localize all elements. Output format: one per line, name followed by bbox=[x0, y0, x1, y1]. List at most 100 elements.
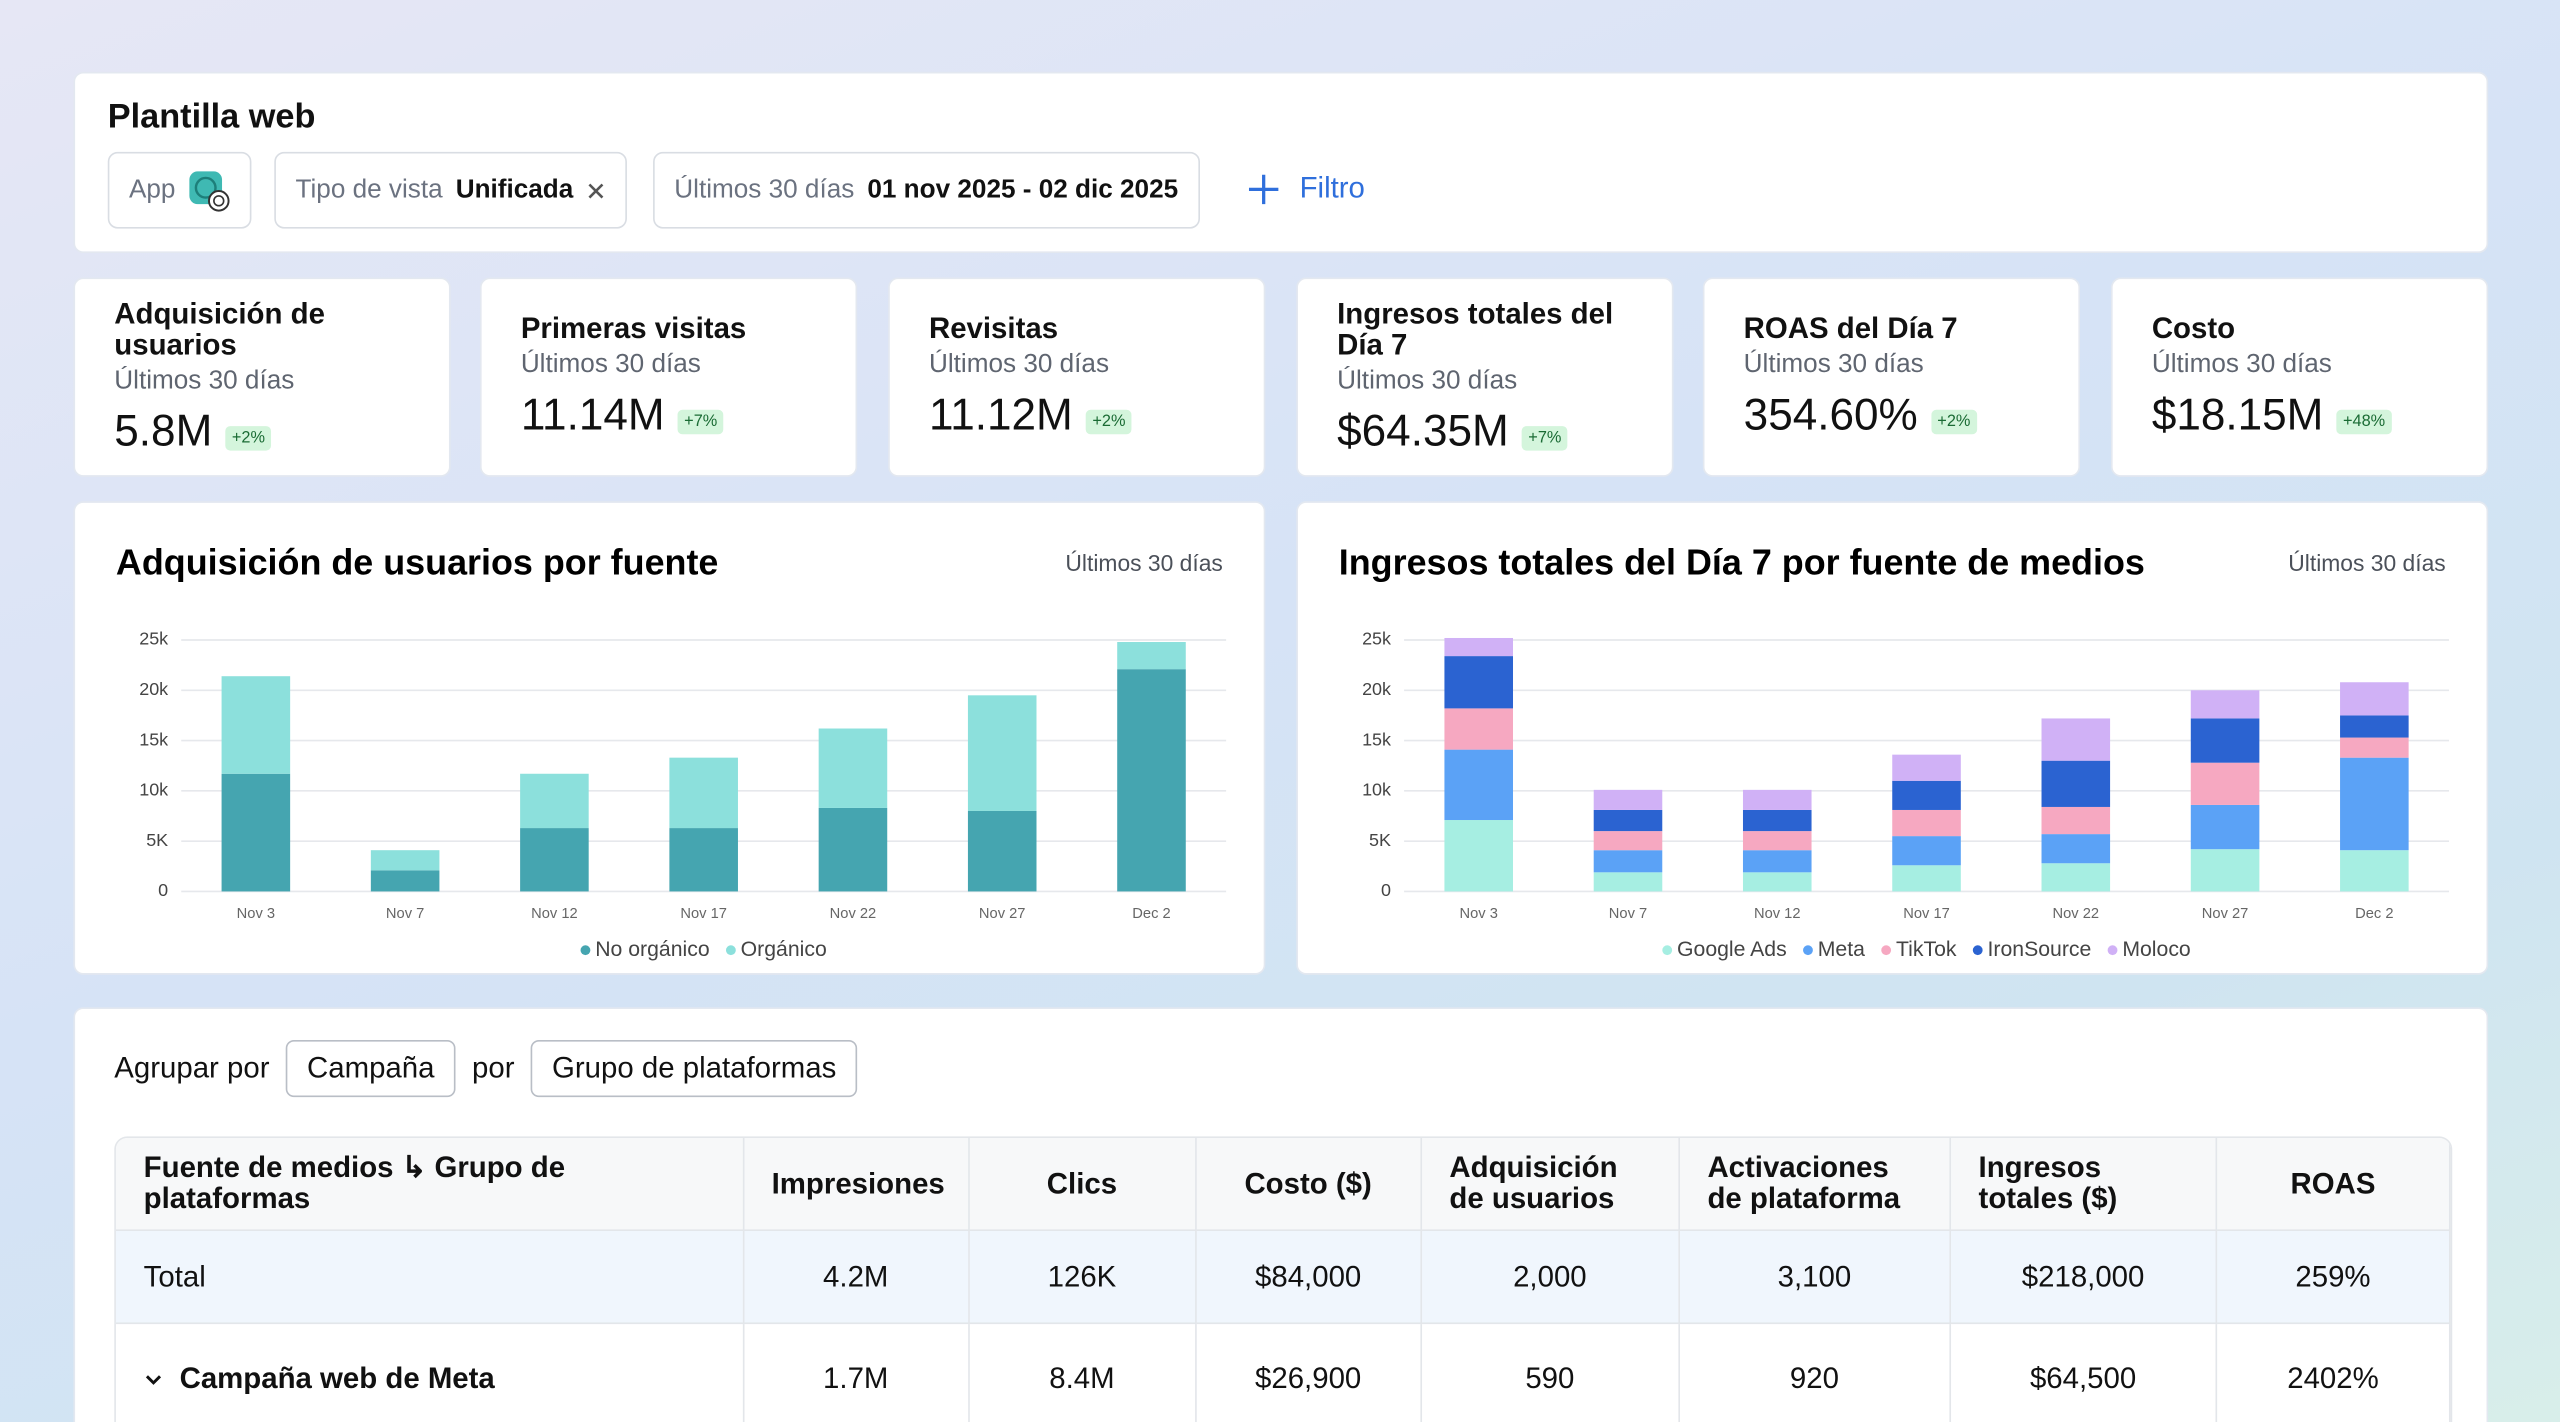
column-header[interactable]: Costo ($) bbox=[1195, 1137, 1422, 1232]
x-tick-label: Nov 12 bbox=[531, 906, 578, 922]
total-row: Total 4.2M 126K $84,000 2,000 3,100 $218,000 25… bbox=[115, 1230, 2451, 1325]
cell-text: 4.2M bbox=[823, 1259, 889, 1293]
kpi-value: 5.8M bbox=[114, 405, 213, 455]
group-primary[interactable]: Campaña bbox=[285, 1040, 456, 1098]
legend-swatch bbox=[725, 945, 736, 956]
cell-text: $84,000 bbox=[1255, 1259, 1362, 1293]
legend-label: Orgánico bbox=[741, 938, 827, 961]
chart: Ingresos totales del Día 7 por fuente de… bbox=[1339, 541, 2449, 961]
legend-swatch bbox=[2107, 945, 2118, 956]
filter-chip[interactable]: Últimos 30 días 01 nov 2025 - 02 dic 202… bbox=[653, 151, 1200, 229]
chevron bbox=[145, 1374, 162, 1385]
kpi-change: +2% bbox=[225, 425, 272, 450]
column-header[interactable]: ROAS bbox=[2216, 1137, 2451, 1232]
kpi-value-row: $64.35M +7% bbox=[1337, 406, 1633, 457]
cell-text: $26,900 bbox=[1255, 1360, 1362, 1394]
chart-card: Ingresos totales del Día 7 por fuente de… bbox=[1296, 501, 2489, 975]
bar-segment bbox=[370, 870, 440, 892]
column-header[interactable]: Clics bbox=[968, 1137, 1197, 1232]
kpi-value: $18.15M bbox=[2151, 390, 2324, 440]
bar-segment bbox=[1593, 831, 1663, 851]
cell-text: 920 bbox=[1789, 1360, 1839, 1394]
filter-value: Unificada bbox=[455, 175, 574, 204]
chart-subtitle: Últimos 30 días bbox=[2288, 550, 2445, 576]
y-tick-label: 20k bbox=[1362, 679, 1391, 699]
column-header[interactable]: Ingresos totales ($) bbox=[1949, 1137, 2217, 1232]
chart-title: Adquisición de usuarios por fuente bbox=[116, 541, 718, 582]
bar-segment bbox=[520, 773, 589, 829]
cell-text: 3,100 bbox=[1777, 1259, 1852, 1293]
filter-label: Tipo de vista bbox=[295, 175, 443, 204]
bar-segment bbox=[1892, 865, 1961, 892]
cell: 2,000 bbox=[1420, 1230, 1680, 1325]
cell: $84,000 bbox=[1195, 1230, 1422, 1325]
kpi-value-row: 11.12M +2% bbox=[929, 390, 1225, 441]
column-header[interactable]: Activaciones de plataforma bbox=[1678, 1137, 1951, 1232]
page-title: Plantilla web bbox=[107, 97, 316, 136]
cell: 3,100 bbox=[1678, 1230, 1951, 1325]
x-tick-label: Nov 3 bbox=[237, 906, 275, 922]
cell: $26,900 bbox=[1195, 1323, 1422, 1422]
bar-segment bbox=[1593, 872, 1663, 892]
bar-segment bbox=[1742, 872, 1812, 892]
cell-text: $218,000 bbox=[2021, 1259, 2145, 1293]
remove-icon[interactable] bbox=[586, 180, 606, 200]
chart-card: Adquisición de usuarios por fuente Último… bbox=[73, 501, 1266, 975]
bar-segment bbox=[1117, 642, 1186, 670]
filter-chip[interactable]: Tipo de vista Unificada bbox=[274, 151, 628, 229]
bar-segment bbox=[2041, 834, 2111, 864]
cell: Campaña web de Meta bbox=[115, 1323, 744, 1422]
bar-segment bbox=[1742, 789, 1812, 810]
bar-segment bbox=[1892, 809, 1961, 837]
kpi-value: 354.60% bbox=[1743, 390, 1918, 440]
bar-segment bbox=[2041, 806, 2111, 835]
cell-text: 2,000 bbox=[1513, 1259, 1587, 1293]
bar-segment bbox=[1742, 809, 1812, 832]
kpi-period: Últimos 30 días bbox=[2151, 351, 2332, 379]
bar-segment bbox=[1742, 831, 1812, 851]
add-filter[interactable]: Filtro bbox=[1247, 171, 1365, 205]
legend-label: Meta bbox=[1818, 938, 1865, 961]
bar-segment bbox=[1444, 749, 1514, 821]
bar-segment bbox=[967, 810, 1037, 892]
y-tick-label: 15k bbox=[1362, 729, 1391, 749]
kpi-change: +48% bbox=[2336, 409, 2392, 435]
group-secondary[interactable]: Grupo de plataformas bbox=[530, 1040, 858, 1098]
chart: Adquisición de usuarios por fuente Último… bbox=[116, 541, 1227, 961]
cell: 259% bbox=[2216, 1230, 2451, 1325]
cell-text: 259% bbox=[2295, 1259, 2371, 1293]
y-tick-label: 15k bbox=[139, 729, 168, 749]
bar-segment bbox=[2340, 737, 2409, 758]
kpi-card: ROAS del Día 7 Últimos 30 días 354.60% +2% bbox=[1702, 277, 2080, 477]
filter-label: Últimos 30 días bbox=[674, 175, 855, 204]
plus-icon bbox=[1248, 173, 1279, 204]
kpi-period: Últimos 30 días bbox=[928, 351, 1110, 379]
legend: No orgánico Orgánico bbox=[580, 938, 827, 961]
y-tick-label: 10k bbox=[139, 780, 168, 800]
cell: 920 bbox=[1678, 1323, 1951, 1422]
kpi-value-row: $18.15M +48% bbox=[2152, 390, 2448, 441]
cell: Total bbox=[115, 1230, 744, 1325]
legend-swatch bbox=[1972, 945, 1983, 956]
legend-label: IronSource bbox=[1988, 938, 2092, 961]
y-tick-label: 5K bbox=[1369, 830, 1391, 850]
bar-segment bbox=[669, 828, 738, 892]
x-tick-label: Nov 27 bbox=[2202, 906, 2249, 922]
bar-segment bbox=[818, 807, 888, 892]
bar-segment bbox=[1892, 754, 1961, 781]
kpi-card: Adquisición de usuarios Últimos 30 días 5.… bbox=[73, 277, 451, 477]
x-tick-label: Dec 2 bbox=[1132, 906, 1170, 922]
filter-chip[interactable]: App bbox=[107, 151, 253, 229]
kpi-period: Últimos 30 días bbox=[1743, 351, 1924, 379]
bar-segment bbox=[221, 773, 291, 892]
expand-icon[interactable] bbox=[144, 1371, 164, 1387]
column-header[interactable]: Impresiones bbox=[743, 1137, 970, 1232]
legend-swatch bbox=[1662, 945, 1673, 956]
data-row[interactable]: Campaña web de Meta 1.7M 8.4M $26,900 590 920… bbox=[115, 1323, 2451, 1422]
cell-text: $64,500 bbox=[2029, 1360, 2137, 1394]
kpi-value: 11.12M bbox=[928, 390, 1073, 440]
column-header[interactable]: Adquisición de usuarios bbox=[1420, 1137, 1680, 1232]
bar-segment bbox=[669, 757, 738, 829]
kpi-change: +7% bbox=[677, 409, 724, 435]
kpi-value: 11.14M bbox=[520, 390, 665, 440]
